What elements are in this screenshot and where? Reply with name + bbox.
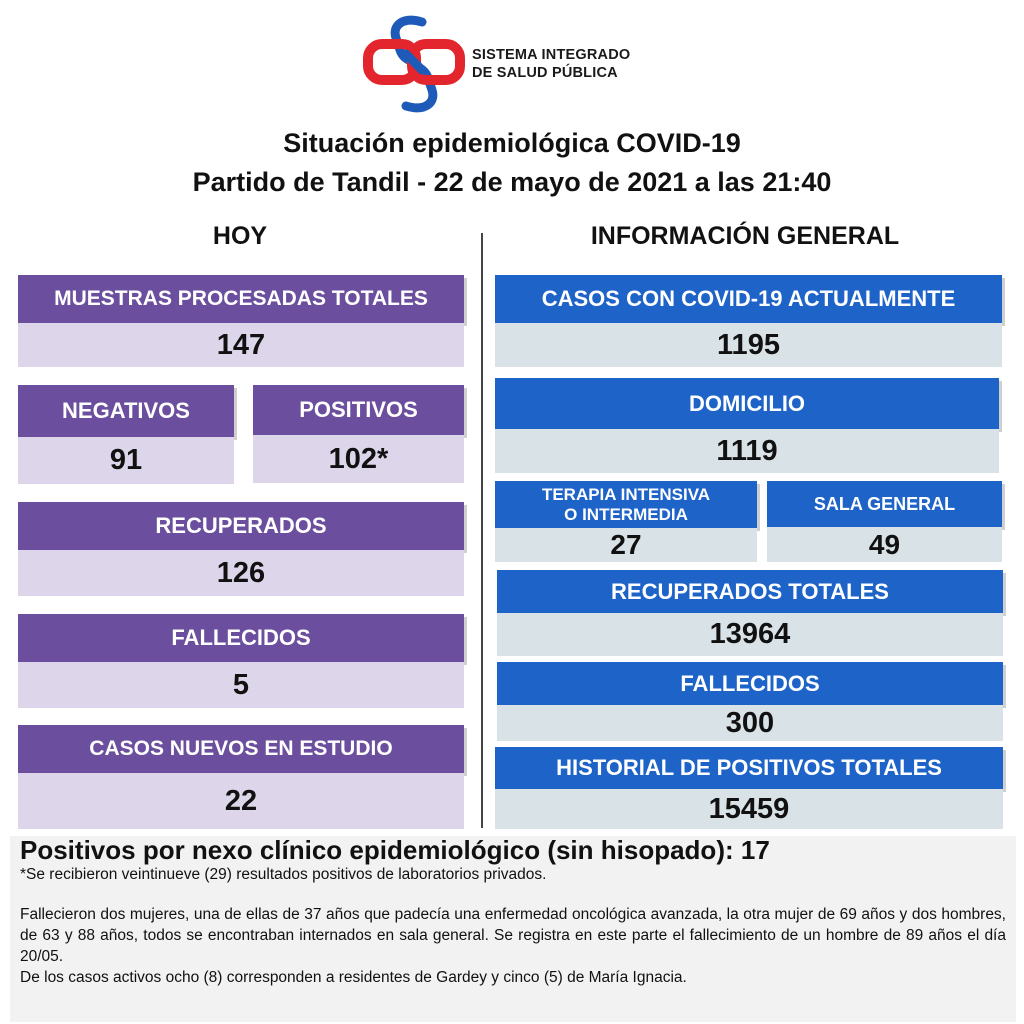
recuperados-totales-value: 13964 <box>497 613 1003 656</box>
footer-paragraph2: De los casos activos ocho (8) correspond… <box>20 969 687 986</box>
negativos-value: 91 <box>18 437 234 484</box>
casos-actuales-label: CASOS CON COVID-19 ACTUALMENTE <box>495 275 1002 323</box>
muestras-label: MUESTRAS PROCESADAS TOTALES <box>18 275 464 323</box>
recuperados-totales-label: RECUPERADOS TOTALES <box>497 570 1003 613</box>
footer-note: *Se recibieron veintinueve (29) resultad… <box>20 866 547 883</box>
domicilio-label: DOMICILIO <box>495 378 999 429</box>
casos-actuales-card: CASOS CON COVID-19 ACTUALMENTE 1195 <box>495 275 1002 367</box>
recuperados-hoy-value: 126 <box>18 550 464 596</box>
negativos-label: NEGATIVOS <box>18 385 234 437</box>
positivos-card: POSITIVOS 102* <box>253 385 464 483</box>
terapia-label-line2: O INTERMEDIA <box>564 504 688 524</box>
casos-nuevos-label: CASOS NUEVOS EN ESTUDIO <box>18 725 464 773</box>
positivos-value: 102* <box>253 435 464 483</box>
sala-general-value: 49 <box>767 527 1002 562</box>
fallecidos-totales-label: FALLECIDOS <box>497 662 1003 705</box>
org-name-line2: DE SALUD PÚBLICA <box>472 65 618 81</box>
casos-nuevos-card: CASOS NUEVOS EN ESTUDIO 22 <box>18 725 464 829</box>
fallecidos-hoy-card: FALLECIDOS 5 <box>18 614 464 708</box>
org-name-line1: SISTEMA INTEGRADO <box>472 47 631 63</box>
historial-card: HISTORIAL DE POSITIVOS TOTALES 15459 <box>495 747 1003 829</box>
footer-notes: Positivos por nexo clínico epidemiológic… <box>10 836 1016 1022</box>
hoy-heading: HOY <box>212 222 268 250</box>
terapia-card: TERAPIA INTENSIVA O INTERMEDIA 27 <box>495 481 757 562</box>
org-name: SISTEMA INTEGRADO DE SALUD PÚBLICA <box>472 46 630 82</box>
fallecidos-hoy-value: 5 <box>18 662 464 708</box>
general-heading: INFORMACIÓN GENERAL <box>590 222 900 250</box>
fallecidos-hoy-label: FALLECIDOS <box>18 614 464 662</box>
sala-general-card: SALA GENERAL 49 <box>767 481 1002 562</box>
report-title: Situación epidemiológica COVID-19 <box>283 128 741 158</box>
sala-general-label: SALA GENERAL <box>767 481 1002 527</box>
terapia-value: 27 <box>495 528 757 562</box>
domicilio-card: DOMICILIO 1119 <box>495 378 999 473</box>
terapia-label: TERAPIA INTENSIVA O INTERMEDIA <box>495 481 757 528</box>
terapia-label-line1: TERAPIA INTENSIVA <box>541 484 711 504</box>
sisp-logo-icon <box>362 14 466 114</box>
fallecidos-totales-value: 300 <box>497 705 1003 741</box>
footer-headline: Positivos por nexo clínico epidemiológic… <box>20 835 770 865</box>
muestras-card: MUESTRAS PROCESADAS TOTALES 147 <box>18 275 464 367</box>
muestras-value: 147 <box>18 323 464 367</box>
recuperados-hoy-card: RECUPERADOS 126 <box>18 502 464 596</box>
recuperados-hoy-label: RECUPERADOS <box>18 502 464 550</box>
casos-nuevos-value: 22 <box>18 773 464 829</box>
recuperados-totales-card: RECUPERADOS TOTALES 13964 <box>497 570 1003 656</box>
footer-paragraph1: Fallecieron dos mujeres, una de ellas de… <box>20 906 1006 965</box>
positivos-label: POSITIVOS <box>253 385 464 435</box>
report-subtitle: Partido de Tandil - 22 de mayo de 2021 a… <box>192 167 832 197</box>
historial-label: HISTORIAL DE POSITIVOS TOTALES <box>495 747 1003 789</box>
domicilio-value: 1119 <box>495 429 999 473</box>
historial-value: 15459 <box>495 789 1003 829</box>
fallecidos-totales-card: FALLECIDOS 300 <box>497 662 1003 741</box>
column-divider <box>481 233 483 828</box>
casos-actuales-value: 1195 <box>495 323 1002 367</box>
negativos-card: NEGATIVOS 91 <box>18 385 234 484</box>
